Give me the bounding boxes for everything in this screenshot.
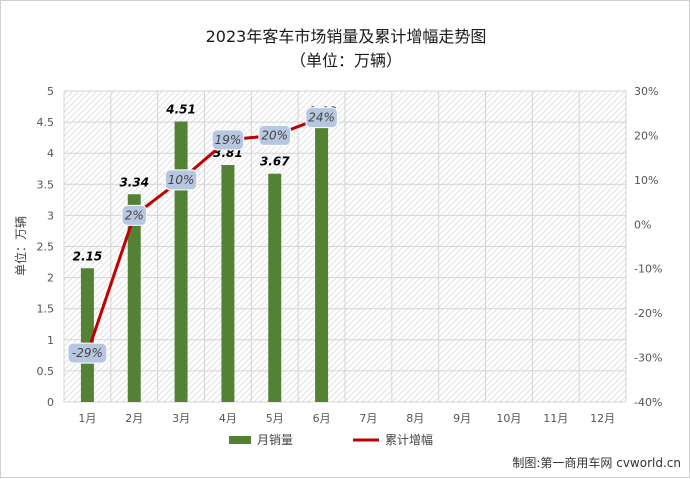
line-data-labels: -29% 2% 10% 19% 20% 24% [67,107,338,364]
bar-value-label: 3.34 [119,175,149,189]
left-tick-label: 4 [47,147,54,160]
left-tick-label: 1.5 [37,303,55,316]
growth-label: 10% [168,173,195,187]
bar [174,121,188,402]
x-tick-label: 2月 [125,412,143,425]
x-tick-label: 1月 [78,412,96,425]
chart-subtitle: （单位：万辆） [290,51,402,70]
growth-label: 2% [125,208,144,222]
right-axis-ticks: -40% -30% -20% -10% 0% 10% 20% 30% [634,85,662,409]
x-tick-label: 7月 [359,412,377,425]
x-tick-label: 5月 [266,412,284,425]
growth-label: 19% [215,133,242,147]
credit-text: 制图:第一商用车网 cvworld.cn [512,455,681,470]
right-tick-label: -40% [634,396,662,409]
growth-label-box [211,129,245,151]
growth-label: 20% [261,128,288,142]
left-tick-label: 3 [47,209,54,222]
bar-value-label: 3.67 [260,155,290,169]
left-axis-ticks: 0 0.5 1 1.5 2 2.5 3 3.5 4 4.5 5 [37,85,55,409]
legend-label-bars: 月销量 [257,433,293,447]
left-tick-label: 1 [47,334,54,347]
right-tick-label: 0% [634,218,651,231]
legend: 月销量 累计增幅 [229,432,433,447]
left-tick-label: 5 [47,85,54,98]
left-tick-label: 0.5 [37,365,55,378]
x-axis-ticks: 1月 2月 3月 4月 5月 6月 7月 8月 9月 10月 11月 12月 [78,412,615,425]
bar-value-label: 2.15 [73,249,103,263]
growth-label-box [258,124,292,146]
bar [127,194,141,402]
x-tick-label: 12月 [590,412,615,425]
chart-title: 2023年客车市场销量及累计增幅走势图 [206,27,487,46]
growth-label-box [305,107,338,129]
legend-swatch-bars [229,436,251,444]
bar [221,165,235,402]
bar [268,173,282,402]
right-tick-label: -10% [634,263,662,276]
growth-label: -29% [72,346,103,360]
right-tick-label: 30% [634,85,658,98]
x-tick-label: 3月 [172,412,190,425]
left-tick-label: 4.5 [37,116,55,129]
right-tick-label: 10% [634,174,658,187]
right-tick-label: 20% [634,129,658,142]
right-tick-label: -30% [634,352,662,365]
gridlines [63,90,627,403]
x-tick-label: 10月 [496,412,521,425]
growth-label-box [164,169,198,191]
bar [315,123,329,403]
left-tick-label: 2 [47,272,54,285]
x-tick-label: 9月 [453,412,471,425]
x-tick-label: 11月 [543,412,568,425]
left-tick-label: 0 [47,396,54,409]
left-tick-label: 3.5 [37,178,55,191]
bar-value-label: 4.51 [165,102,196,116]
x-tick-label: 8月 [406,412,424,425]
y-axis-label: 单位：万辆 [13,216,28,276]
left-tick-label: 2.5 [37,241,55,254]
growth-label: 24% [308,111,335,125]
growth-label-box [67,342,108,364]
legend-label-line: 累计增幅 [385,432,433,447]
x-tick-label: 6月 [313,412,331,425]
bar-series [80,121,329,403]
x-tick-label: 4月 [219,412,237,425]
growth-label-box [121,204,147,226]
right-tick-label: -20% [634,307,662,320]
bar [80,268,94,402]
